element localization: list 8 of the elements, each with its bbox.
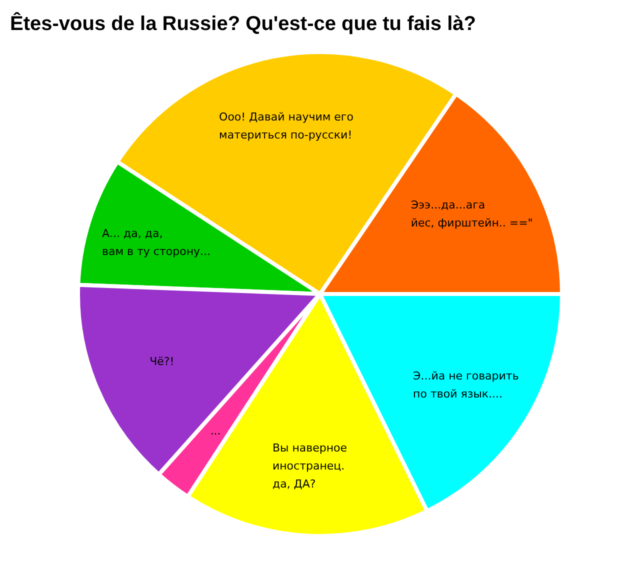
slice-label: А... да, да, вам в ту сторону... bbox=[102, 226, 211, 258]
slice-label: ... bbox=[210, 424, 221, 438]
slice-label: Э...йа не говарить по твой язык.... bbox=[413, 370, 519, 401]
chart-title: Êtes-vous de la Russie? Qu'est-ce que tu fais là? bbox=[10, 12, 476, 35]
slice-label: Ооо! Давай научим его материться по-русски! bbox=[219, 110, 354, 142]
slice-label: Чё?! bbox=[150, 355, 174, 368]
slice-label: Вы наверное иностранец. да, ДА? bbox=[272, 442, 348, 491]
slice-label: Эээ...да...ага йес, фирштейн.. ==" bbox=[410, 198, 533, 230]
